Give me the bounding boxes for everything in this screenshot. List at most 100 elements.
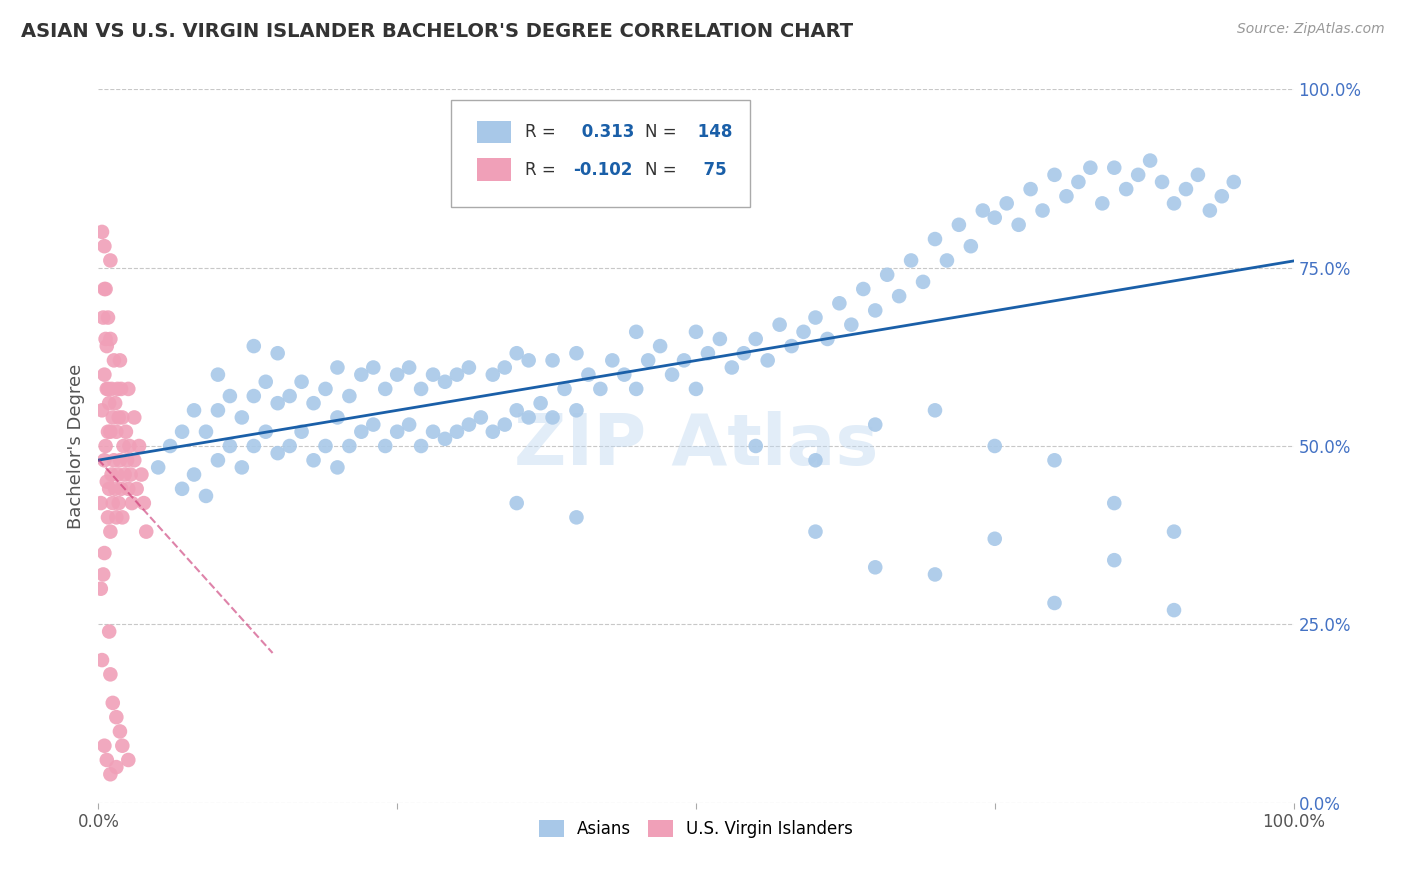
Point: [841, 318, 863, 332]
Point: [865, 560, 887, 574]
Point: [302, 396, 325, 410]
Point: [1104, 496, 1126, 510]
Point: [117, 753, 139, 767]
Point: [108, 724, 131, 739]
Point: [1043, 453, 1066, 467]
Point: [637, 353, 659, 368]
Point: [506, 346, 529, 360]
Point: [117, 482, 139, 496]
Point: [326, 360, 349, 375]
Point: [889, 289, 911, 303]
Point: [984, 532, 1007, 546]
Point: [936, 253, 959, 268]
Point: [1043, 596, 1066, 610]
Point: [101, 696, 124, 710]
Point: [219, 439, 242, 453]
Point: [697, 346, 720, 360]
Point: [117, 382, 139, 396]
Point: [108, 453, 131, 467]
Text: R =: R =: [524, 161, 555, 178]
Point: [673, 353, 696, 368]
Point: [1163, 196, 1185, 211]
Point: [302, 453, 325, 467]
Point: [768, 318, 790, 332]
Point: [93, 739, 115, 753]
Point: [135, 524, 157, 539]
Point: [578, 368, 600, 382]
Point: [685, 325, 707, 339]
Point: [661, 368, 683, 382]
Point: [291, 375, 314, 389]
Point: [98, 767, 122, 781]
Point: [385, 425, 409, 439]
Point: [267, 396, 290, 410]
Point: [1080, 161, 1102, 175]
Point: [105, 710, 128, 724]
Point: [132, 496, 155, 510]
Point: [91, 403, 114, 417]
Point: [326, 410, 349, 425]
Point: [815, 332, 838, 346]
Point: [804, 524, 827, 539]
Point: [195, 425, 218, 439]
Point: [107, 496, 129, 510]
Point: [278, 389, 301, 403]
Point: [98, 624, 121, 639]
Point: [709, 332, 731, 346]
Point: [101, 410, 124, 425]
Point: [107, 410, 129, 425]
Point: [756, 353, 779, 368]
Point: [207, 368, 229, 382]
Point: [1067, 175, 1090, 189]
Bar: [477, 120, 510, 144]
Point: [494, 417, 516, 432]
Point: [97, 510, 120, 524]
Point: [1091, 196, 1114, 211]
Point: [530, 396, 553, 410]
Point: [315, 439, 337, 453]
Point: [159, 439, 181, 453]
Point: [626, 325, 648, 339]
Point: [1223, 175, 1246, 189]
Point: [339, 389, 361, 403]
Bar: [477, 159, 510, 181]
Point: [745, 439, 768, 453]
Point: [1128, 168, 1150, 182]
Point: [517, 353, 540, 368]
Text: 75: 75: [692, 161, 727, 178]
Point: [183, 467, 205, 482]
Point: [733, 346, 755, 360]
Point: [385, 368, 409, 382]
Point: [254, 425, 277, 439]
Point: [100, 467, 122, 482]
Point: [90, 496, 112, 510]
Point: [104, 396, 127, 410]
Point: [98, 524, 122, 539]
Point: [93, 368, 115, 382]
Point: [291, 425, 314, 439]
Point: [924, 232, 946, 246]
Point: [434, 432, 457, 446]
Point: [517, 410, 540, 425]
Point: [105, 760, 128, 774]
Point: [1008, 218, 1031, 232]
Point: [602, 353, 624, 368]
Text: -0.102: -0.102: [572, 161, 633, 178]
Point: [865, 417, 887, 432]
Point: [434, 375, 457, 389]
Point: [243, 339, 266, 353]
Point: [828, 296, 851, 310]
Point: [94, 439, 117, 453]
Point: [911, 275, 934, 289]
Point: [554, 382, 576, 396]
Point: [876, 268, 898, 282]
Point: [1175, 182, 1198, 196]
Point: [254, 375, 277, 389]
Point: [148, 460, 170, 475]
Point: [924, 403, 946, 417]
Point: [172, 425, 194, 439]
Point: [565, 346, 588, 360]
Point: [1043, 168, 1066, 182]
Point: [745, 332, 768, 346]
Point: [924, 567, 946, 582]
